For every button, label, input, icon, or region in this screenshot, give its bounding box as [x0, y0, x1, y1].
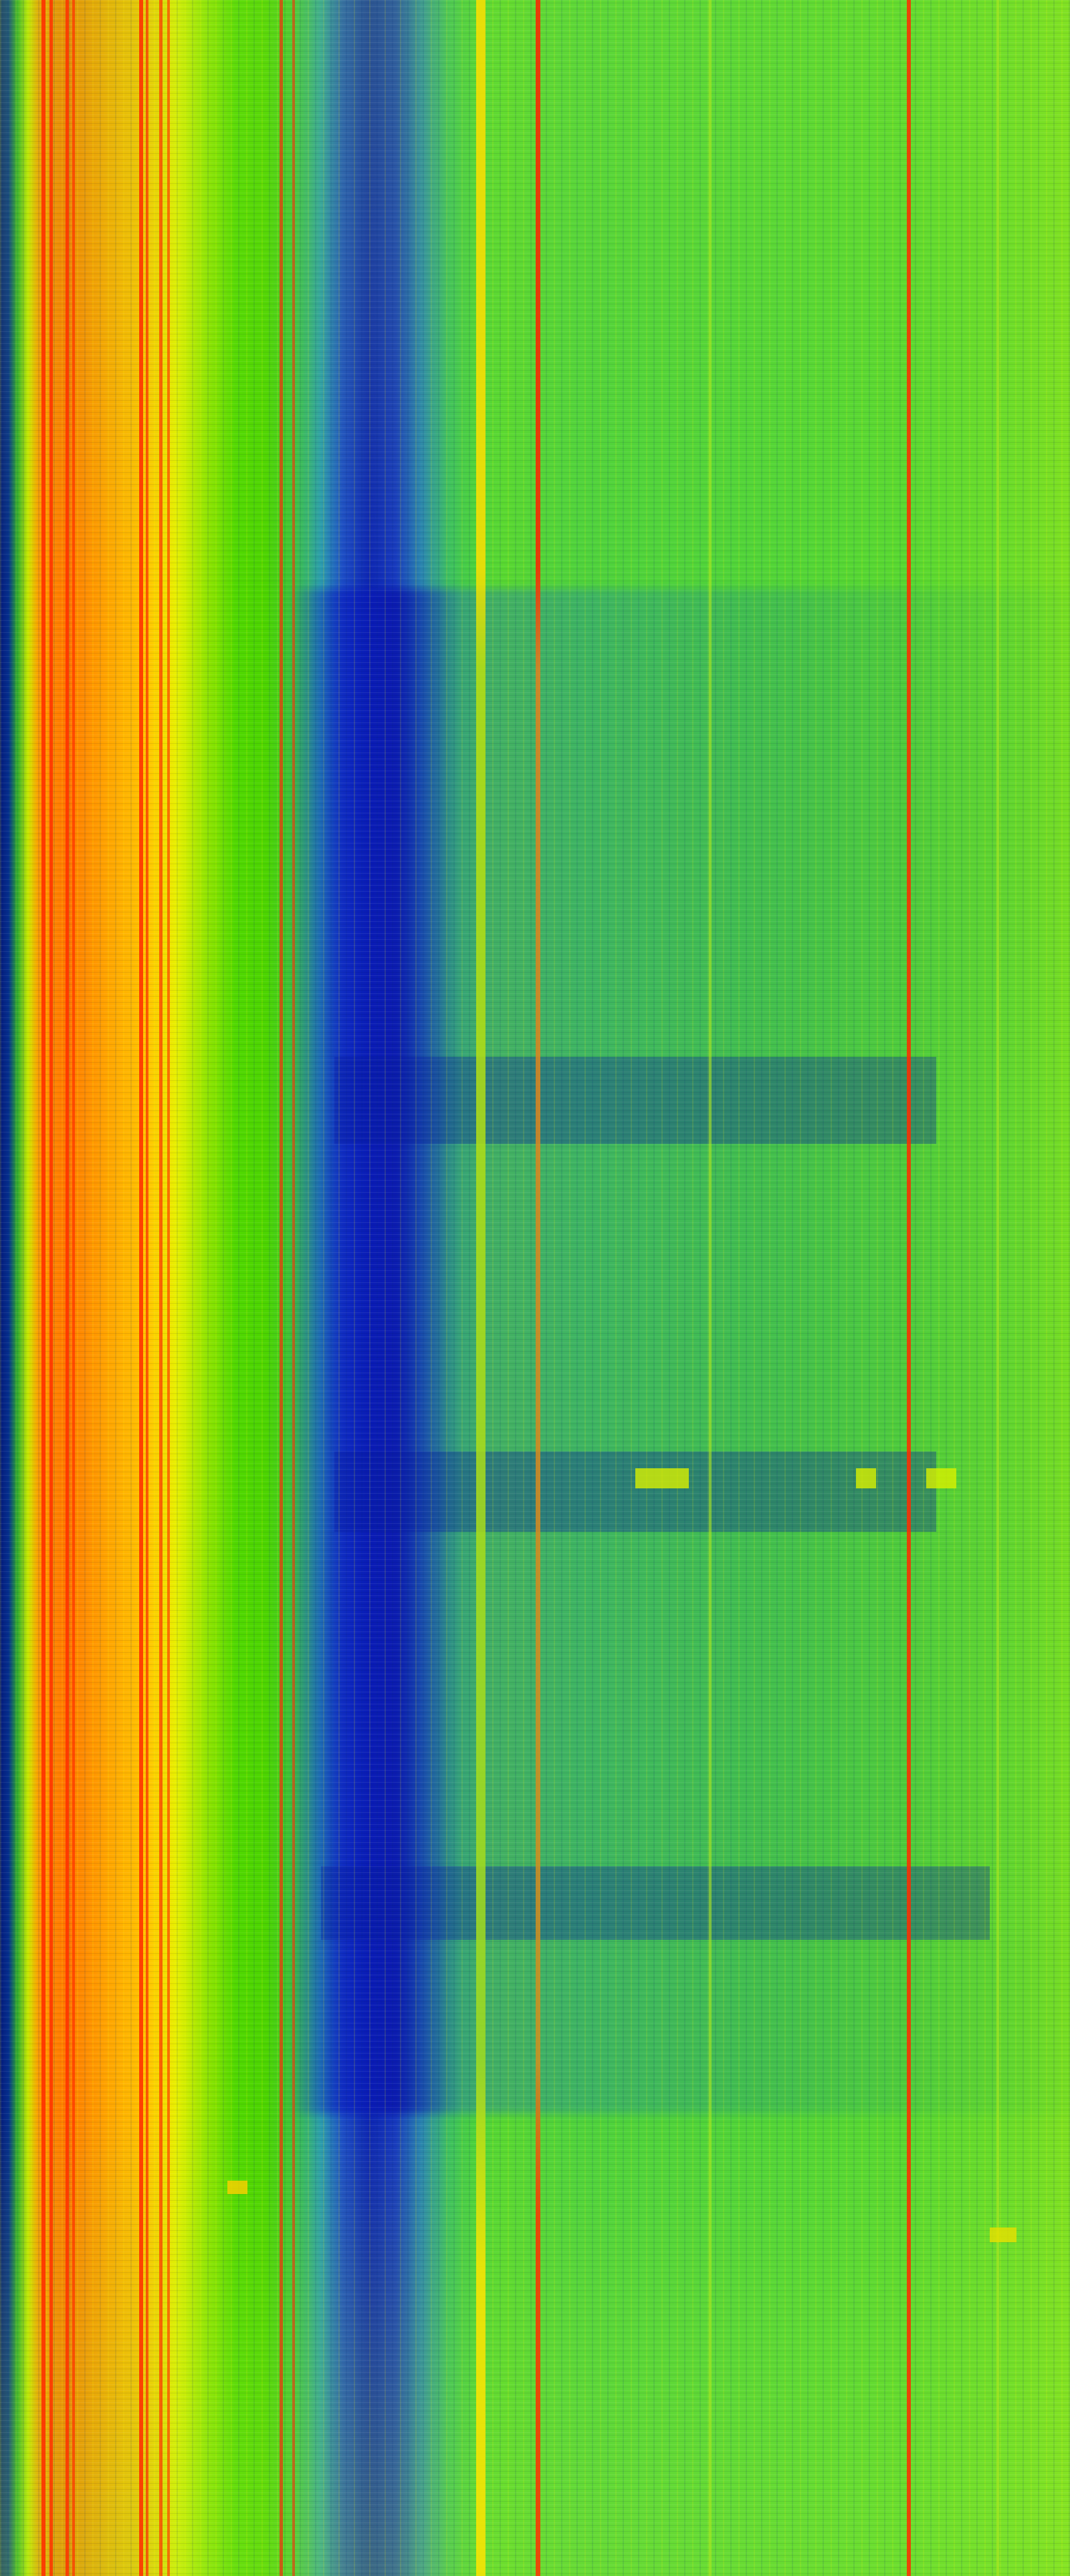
dark-patch — [334, 1057, 936, 1144]
red-line — [72, 0, 75, 2576]
yellow-line — [476, 0, 486, 2576]
red-line — [159, 0, 163, 2576]
red-line — [292, 0, 295, 2576]
red-line — [49, 0, 53, 2576]
spot — [227, 2181, 247, 2194]
red-line — [536, 0, 540, 2576]
red-line — [139, 0, 143, 2576]
dark-patch — [321, 1866, 990, 1940]
yellow-line — [996, 0, 999, 2576]
red-line — [41, 0, 45, 2576]
spot — [856, 1468, 876, 1488]
spot — [635, 1468, 689, 1488]
mid-band — [288, 589, 1070, 2114]
dark-patch — [334, 1452, 936, 1532]
red-line — [907, 0, 911, 2576]
red-line — [146, 0, 148, 2576]
top-glow — [0, 0, 1070, 602]
spot — [926, 1468, 956, 1488]
spot — [990, 2227, 1016, 2242]
bottom-glow — [0, 2107, 1070, 2576]
red-line — [167, 0, 170, 2576]
yellow-line — [709, 0, 712, 2576]
red-line — [66, 0, 69, 2576]
red-line — [280, 0, 283, 2576]
